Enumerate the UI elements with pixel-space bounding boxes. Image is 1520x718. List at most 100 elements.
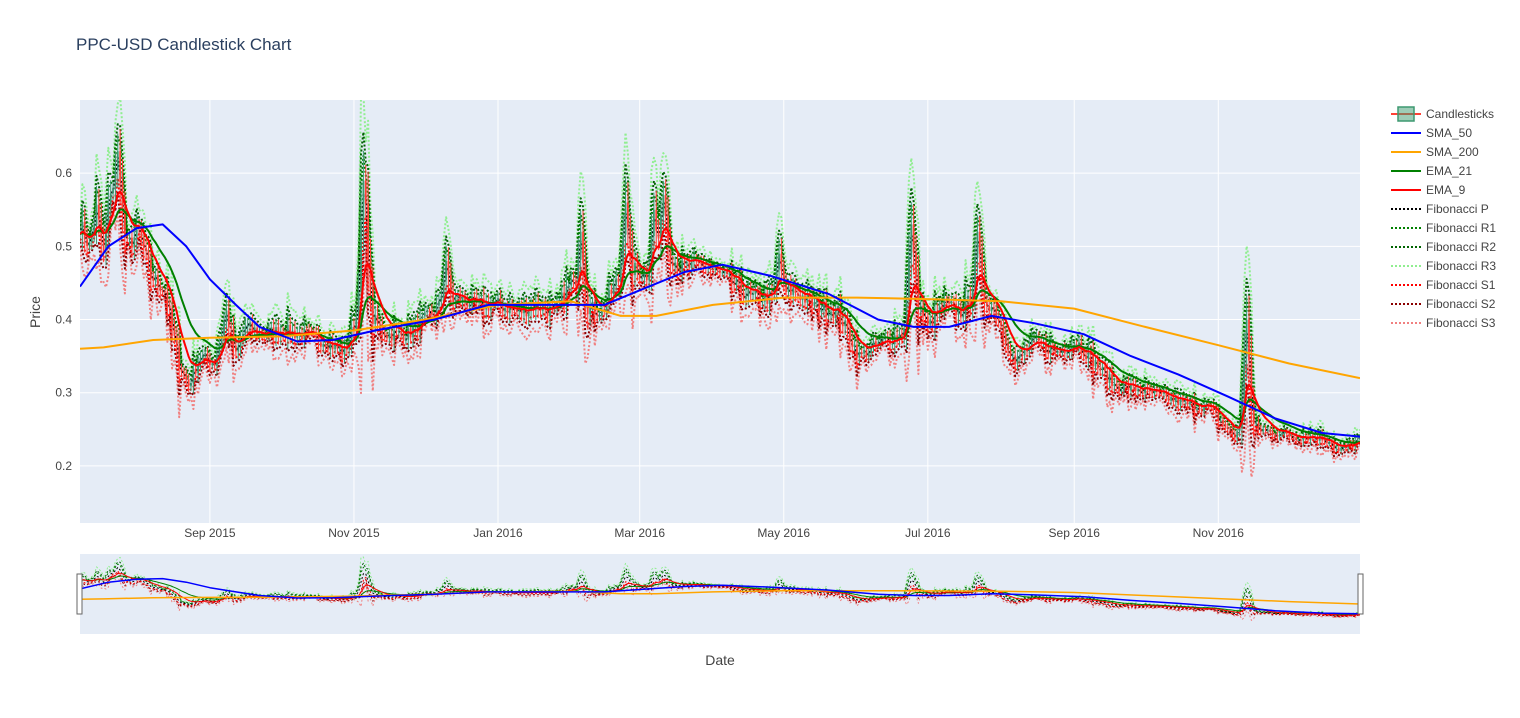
candle-body — [1333, 443, 1335, 449]
candle-body — [891, 344, 894, 345]
candle-body — [227, 310, 230, 328]
candle-body — [962, 314, 965, 318]
candle-body — [199, 358, 202, 364]
candle-body — [735, 279, 738, 285]
candle-body — [622, 234, 625, 265]
candle-body — [619, 264, 622, 283]
candle-body — [397, 331, 400, 333]
candle-body — [456, 293, 459, 297]
candle-body — [393, 330, 395, 341]
legend-item[interactable]: SMA_200 — [1391, 145, 1479, 159]
candle-body — [149, 259, 152, 278]
candle-body — [178, 346, 181, 369]
candle-body — [742, 292, 745, 299]
candle-body — [355, 319, 358, 332]
y-gridlines — [80, 172, 1360, 467]
y-tick-label: 0.4 — [55, 313, 72, 327]
candle-body — [145, 247, 148, 251]
candle-body — [421, 316, 424, 319]
candle-body — [768, 291, 771, 304]
candle-body — [430, 311, 433, 315]
candle-body — [780, 253, 783, 271]
candle-body — [88, 242, 91, 247]
candle-body — [761, 301, 764, 303]
candle-body — [1297, 439, 1300, 441]
candle-body — [638, 270, 641, 279]
candle-body — [660, 215, 662, 239]
candle-body — [414, 322, 417, 328]
candle-body — [789, 286, 792, 295]
candle-body — [575, 280, 577, 286]
x-tick-label: Sep 2015 — [184, 526, 236, 540]
candle-body — [1243, 356, 1246, 399]
candle-body — [1002, 325, 1005, 336]
legend-item[interactable]: SMA_50 — [1391, 126, 1472, 140]
candle-body — [745, 296, 747, 299]
candle-body — [223, 322, 225, 336]
candle-body — [582, 231, 584, 264]
candle-body — [107, 203, 110, 230]
legend-item[interactable]: Fibonacci S1 — [1391, 278, 1496, 292]
candle-body — [686, 262, 688, 264]
candle-body — [681, 260, 684, 273]
candle-body — [119, 151, 122, 182]
candle-body — [329, 342, 332, 350]
candle-body — [334, 343, 336, 350]
candle-body — [667, 216, 669, 242]
candle-body — [702, 263, 705, 268]
candle-body — [1137, 389, 1139, 391]
legend-item[interactable]: Fibonacci R1 — [1391, 221, 1496, 235]
rangeslider-left-handle[interactable] — [76, 573, 83, 615]
candle-body — [187, 379, 190, 387]
candle-body — [577, 259, 580, 286]
candle-body — [634, 262, 636, 276]
rangeslider-line-sma-50 — [80, 577, 1360, 615]
candle-body — [1290, 436, 1293, 438]
legend-item[interactable]: Fibonacci S3 — [1391, 316, 1496, 330]
candle-body — [1158, 391, 1161, 393]
candle-body — [1144, 387, 1146, 394]
candle-body — [364, 180, 367, 204]
candle-body — [442, 279, 445, 298]
candle-body — [905, 296, 908, 330]
y-axis-title: Price — [27, 296, 43, 328]
candle-body — [865, 349, 868, 357]
candle-body — [319, 342, 322, 347]
candle-body — [1215, 409, 1217, 413]
x-tick-label: Sep 2016 — [1049, 526, 1101, 540]
candle-body — [1219, 420, 1222, 421]
candle-body — [83, 221, 86, 240]
candle-body — [612, 285, 615, 294]
candle-body — [834, 308, 837, 318]
legend-label: Fibonacci R2 — [1426, 240, 1496, 254]
legend-item[interactable]: Candlesticks — [1391, 106, 1494, 122]
legend-item[interactable]: Fibonacci R3 — [1391, 259, 1496, 273]
candle-body — [560, 292, 563, 302]
candle-body — [978, 231, 981, 254]
rangeslider-line-fibonacci-r3 — [80, 556, 1360, 615]
legend-item[interactable]: Fibonacci P — [1391, 202, 1489, 216]
rangeslider-right-handle[interactable] — [1357, 573, 1364, 615]
legend-item[interactable]: Fibonacci R2 — [1391, 240, 1496, 254]
candle-body — [709, 267, 712, 270]
candle-body — [669, 241, 672, 263]
legend-item[interactable]: EMA_9 — [1391, 183, 1466, 197]
candle-body — [570, 279, 573, 286]
candle-body — [1054, 348, 1057, 353]
candle-body — [815, 299, 818, 303]
legend-item[interactable]: Fibonacci S2 — [1391, 297, 1496, 311]
candle-body — [383, 332, 386, 336]
candle-body — [1217, 412, 1220, 421]
candle-body — [728, 273, 731, 274]
candle-body — [818, 299, 821, 313]
x-tick-label: Jul 2016 — [905, 526, 951, 540]
plot-area[interactable] — [80, 100, 1360, 523]
candle-body — [652, 209, 655, 236]
candle-body — [154, 274, 157, 281]
series-line-fibonacci-s3 — [80, 207, 1360, 478]
legend-item[interactable]: EMA_21 — [1391, 164, 1472, 178]
rangeslider-background[interactable] — [80, 554, 1360, 634]
candle-body — [1139, 389, 1142, 393]
